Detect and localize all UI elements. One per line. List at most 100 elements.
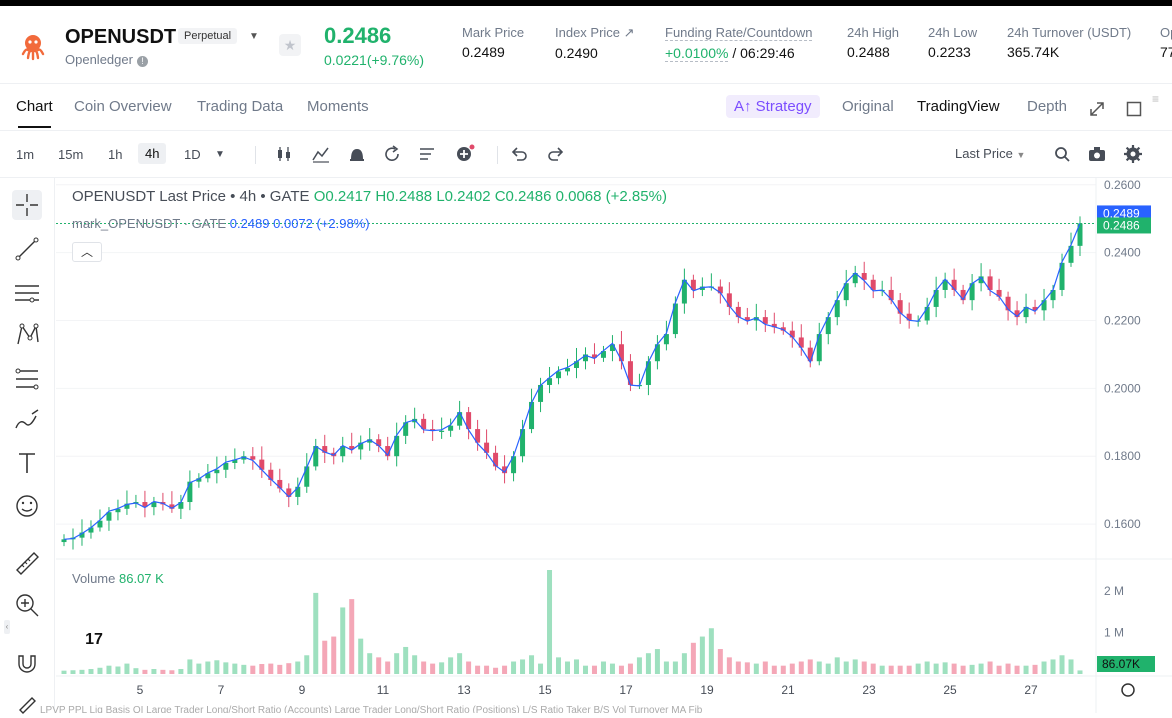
- candle-body[interactable]: [942, 279, 948, 290]
- candle-body[interactable]: [618, 344, 624, 362]
- fib-retracement-icon[interactable]: [12, 364, 42, 394]
- candle-body[interactable]: [591, 354, 597, 358]
- candle-body[interactable]: [870, 279, 876, 290]
- candle-body[interactable]: [744, 317, 750, 321]
- candle-body[interactable]: [484, 442, 490, 453]
- replay-icon[interactable]: [381, 143, 403, 165]
- candle-body[interactable]: [735, 306, 741, 318]
- view-depth[interactable]: Depth: [1027, 98, 1068, 115]
- candle-body[interactable]: [61, 539, 67, 543]
- candle-body[interactable]: [1068, 245, 1074, 263]
- candle-body[interactable]: [313, 446, 319, 467]
- tab-moments[interactable]: Moments: [307, 98, 369, 115]
- candle-body[interactable]: [1050, 289, 1056, 301]
- favorite-star-icon[interactable]: ★: [279, 34, 301, 56]
- indicator-strip[interactable]: LPVP PPL Liq Basis OI Large Trader Long/…: [40, 705, 703, 713]
- candle-body[interactable]: [924, 306, 930, 321]
- candle-body[interactable]: [502, 466, 508, 474]
- strategy-button[interactable]: A↑ Strategy: [726, 95, 820, 118]
- candle-body[interactable]: [106, 512, 112, 521]
- candle-body[interactable]: [79, 532, 85, 538]
- stat-index-price[interactable]: Index Price ↗ 0.2490: [555, 25, 635, 61]
- candle-body[interactable]: [268, 469, 274, 480]
- timeframe-4h[interactable]: 4h: [138, 143, 167, 164]
- candle-body[interactable]: [663, 334, 669, 345]
- candle-body[interactable]: [178, 502, 184, 509]
- indicators-icon[interactable]: [310, 143, 332, 165]
- candle-body[interactable]: [196, 478, 202, 482]
- candle-body[interactable]: [475, 429, 481, 443]
- candle-body[interactable]: [1005, 296, 1011, 311]
- brush-icon[interactable]: [12, 406, 42, 436]
- emoji-icon[interactable]: [12, 491, 42, 521]
- candle-body[interactable]: [645, 361, 651, 385]
- candle-body[interactable]: [798, 337, 804, 348]
- candle-body[interactable]: [529, 401, 535, 430]
- candle-body[interactable]: [996, 289, 1002, 297]
- symbol-name[interactable]: OPENUSDT: [65, 26, 177, 48]
- candle-body[interactable]: [1041, 300, 1047, 311]
- timeframe-1h[interactable]: 1h: [108, 147, 123, 162]
- candle-body[interactable]: [825, 317, 831, 335]
- candle-body[interactable]: [466, 412, 472, 430]
- candle-body[interactable]: [780, 327, 786, 331]
- chart-area[interactable]: 0.2600 0.2400 0.2200 0.2000 0.1800 0.1600 0.24…: [56, 178, 1172, 713]
- candle-body[interactable]: [1077, 223, 1083, 246]
- candle-body[interactable]: [97, 520, 103, 528]
- templates-icon[interactable]: [416, 143, 438, 165]
- tab-coin-overview[interactable]: Coin Overview: [74, 98, 172, 115]
- timeframe-15m[interactable]: 15m: [58, 147, 84, 162]
- candle-body[interactable]: [627, 361, 633, 385]
- candle-body[interactable]: [717, 286, 723, 294]
- candle-body[interactable]: [493, 452, 499, 467]
- candle-body[interactable]: [600, 351, 606, 358]
- candle-body[interactable]: [250, 456, 256, 460]
- candle-body[interactable]: [672, 303, 678, 335]
- alert-icon[interactable]: [346, 143, 368, 165]
- candle-body[interactable]: [762, 317, 768, 324]
- candle-body[interactable]: [169, 504, 175, 509]
- candle-body[interactable]: [951, 279, 957, 290]
- timeframe-1m[interactable]: 1m: [16, 147, 35, 162]
- redo-icon[interactable]: [545, 143, 567, 165]
- horizontal-lines-icon[interactable]: [12, 278, 42, 308]
- candle-body[interactable]: [88, 527, 94, 533]
- candle-body[interactable]: [340, 446, 346, 457]
- candle-body[interactable]: [556, 371, 562, 379]
- timeframe-1d[interactable]: 1D: [184, 147, 201, 162]
- candle-body[interactable]: [115, 508, 121, 513]
- collapse-legend-button[interactable]: ︿: [72, 242, 102, 262]
- candle-body[interactable]: [609, 344, 615, 352]
- candle-body[interactable]: [259, 459, 265, 470]
- collapse-sidebar-icon[interactable]: ‹: [4, 620, 10, 634]
- crosshair-icon[interactable]: [12, 190, 42, 220]
- candle-body[interactable]: [385, 446, 391, 457]
- candle-body[interactable]: [457, 412, 463, 426]
- candlestick-chart[interactable]: 0.2600 0.2400 0.2200 0.2000 0.1800 0.1600 0.24…: [56, 178, 1172, 713]
- candle-body[interactable]: [376, 439, 382, 447]
- candle-body[interactable]: [358, 442, 364, 450]
- candle-body[interactable]: [969, 283, 975, 301]
- candle-body[interactable]: [151, 502, 157, 508]
- ruler-icon[interactable]: [12, 548, 42, 578]
- view-tradingview[interactable]: TradingView: [917, 98, 1000, 115]
- candle-body[interactable]: [286, 488, 292, 497]
- candle-body[interactable]: [789, 330, 795, 338]
- price-type-select[interactable]: Last Price ▼: [955, 146, 1026, 161]
- candle-body[interactable]: [888, 289, 894, 301]
- candle-body[interactable]: [187, 481, 193, 503]
- candle-body[interactable]: [960, 289, 966, 301]
- candle-type-icon[interactable]: [273, 143, 295, 165]
- candle-body[interactable]: [538, 384, 544, 402]
- magnet-icon[interactable]: [12, 648, 42, 678]
- candle-body[interactable]: [654, 344, 660, 362]
- candle-body[interactable]: [861, 273, 867, 280]
- candle-body[interactable]: [897, 300, 903, 314]
- candle-body[interactable]: [906, 313, 912, 321]
- candle-body[interactable]: [547, 378, 553, 385]
- candle-body[interactable]: [1032, 306, 1038, 311]
- lock-pen-icon[interactable]: [12, 688, 42, 718]
- candle-body[interactable]: [214, 469, 220, 474]
- candle-body[interactable]: [1014, 310, 1020, 318]
- candle-body[interactable]: [349, 446, 355, 450]
